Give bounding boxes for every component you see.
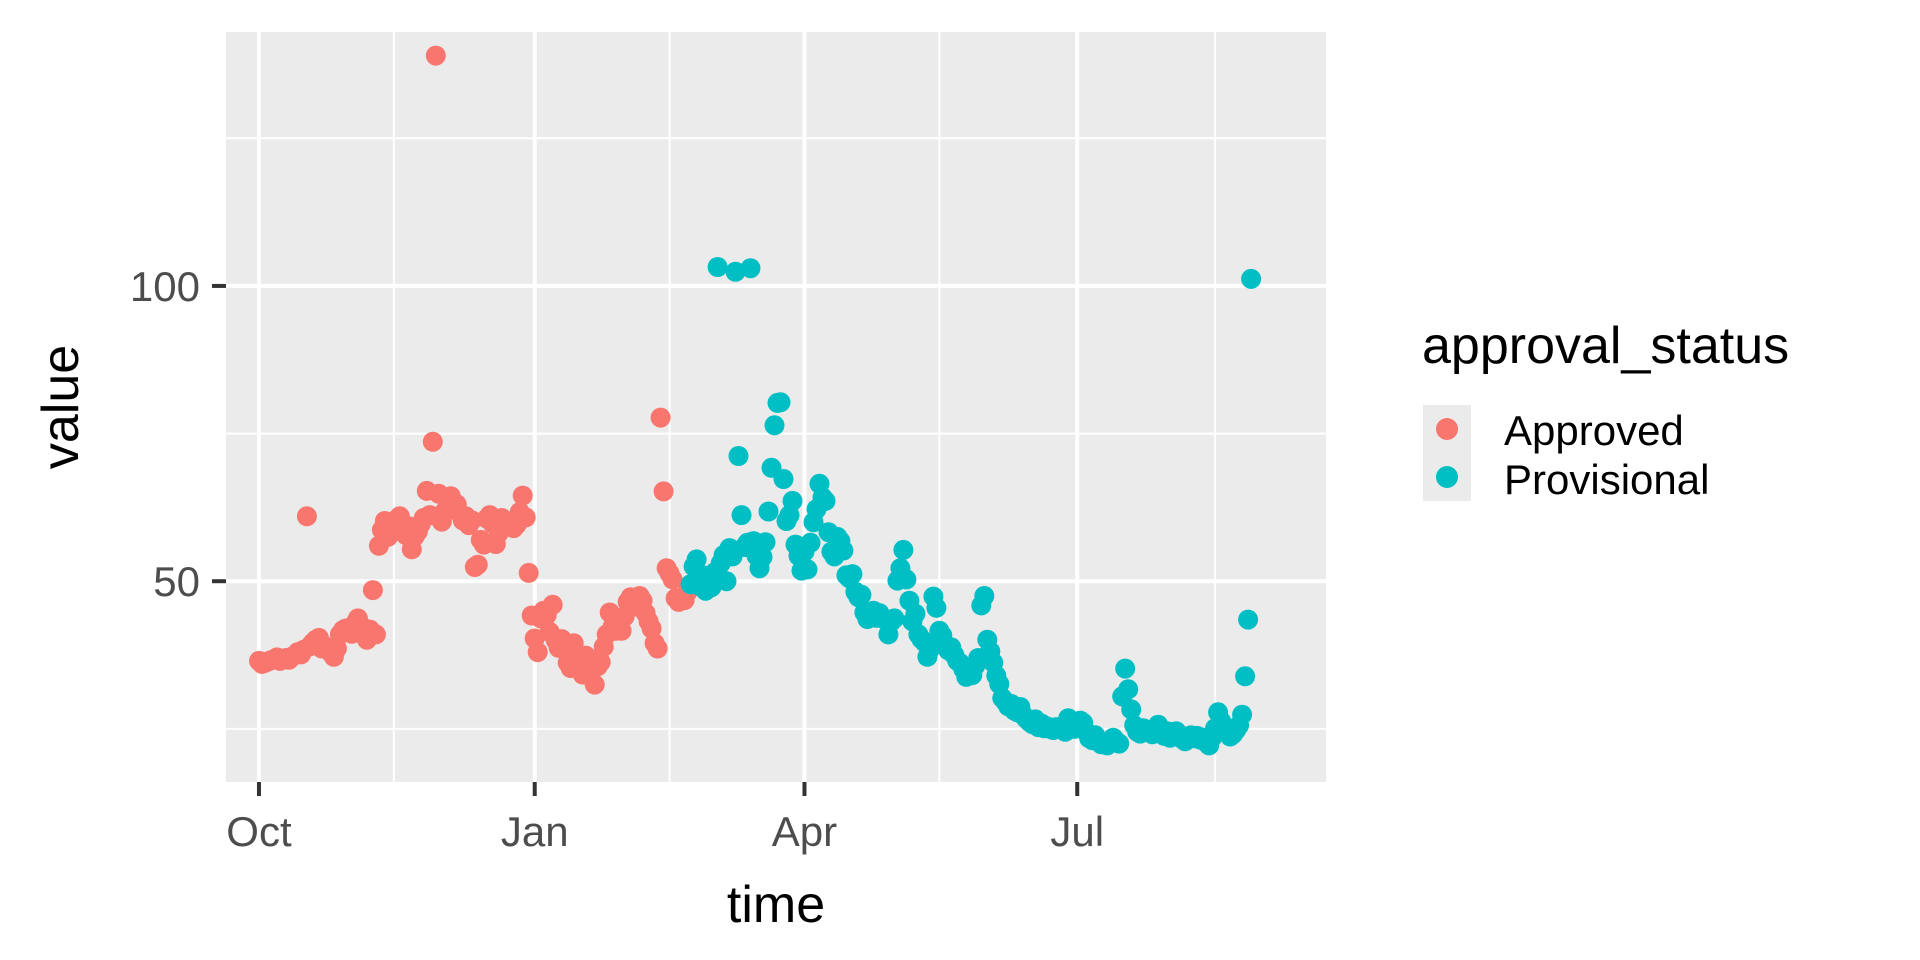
- point-provisional: [740, 258, 761, 279]
- point-provisional: [716, 571, 737, 592]
- point-provisional: [764, 415, 785, 436]
- x-tick-label: Jan: [501, 808, 569, 855]
- point-approved: [461, 510, 482, 531]
- point-provisional: [752, 547, 773, 567]
- point-provisional: [782, 490, 803, 511]
- point-provisional: [926, 597, 947, 618]
- x-tick-label: Jul: [1050, 808, 1104, 855]
- y-tick-label: 50: [153, 558, 200, 605]
- x-axis-title: time: [727, 876, 825, 934]
- point-approved: [563, 633, 584, 654]
- point-approved: [650, 407, 671, 428]
- legend-label-approved: Approved: [1504, 407, 1684, 454]
- point-provisional: [1121, 699, 1142, 720]
- legend-dot-provisional: [1436, 466, 1458, 488]
- legend-dot-approved: [1436, 418, 1458, 440]
- point-provisional: [896, 569, 917, 590]
- point-approved: [425, 45, 446, 66]
- point-approved: [542, 594, 563, 615]
- point-approved: [515, 507, 536, 528]
- point-provisional: [905, 603, 926, 624]
- point-approved: [362, 580, 383, 601]
- point-approved: [467, 554, 488, 575]
- x-tick-label: Oct: [226, 808, 292, 855]
- point-approved: [518, 562, 539, 583]
- point-provisional: [851, 584, 872, 605]
- point-approved: [296, 506, 317, 527]
- point-provisional: [1238, 609, 1259, 630]
- point-approved: [422, 431, 443, 452]
- x-tick-label: Apr: [772, 808, 837, 855]
- point-provisional: [893, 539, 914, 560]
- point-provisional: [884, 608, 905, 629]
- legend-label-provisional: Provisional: [1504, 456, 1709, 503]
- point-provisional: [1115, 658, 1136, 679]
- axis-ticks: [212, 283, 1080, 796]
- point-provisional: [773, 469, 794, 489]
- point-provisional: [707, 257, 728, 277]
- point-provisional: [800, 532, 821, 553]
- x-tick-labels: Oct Jan Apr Jul: [226, 808, 1104, 855]
- point-provisional: [974, 586, 995, 606]
- point-approved: [584, 674, 605, 695]
- point-approved: [527, 642, 548, 663]
- data-points: [249, 45, 1262, 756]
- point-approved: [590, 652, 611, 673]
- point-provisional: [833, 540, 854, 561]
- point-approved: [512, 485, 533, 506]
- point-approved: [662, 569, 683, 590]
- y-axis-title: value: [32, 345, 90, 469]
- point-approved: [365, 624, 386, 645]
- point-approved: [653, 481, 674, 502]
- point-provisional: [842, 564, 863, 585]
- point-provisional: [815, 490, 836, 511]
- point-provisional: [1118, 679, 1139, 700]
- point-provisional: [731, 505, 752, 526]
- point-provisional: [1235, 666, 1256, 687]
- point-provisional: [1241, 268, 1262, 289]
- point-provisional: [755, 532, 776, 553]
- point-provisional: [1232, 704, 1253, 725]
- legend-title: approval_status: [1422, 317, 1789, 375]
- point-provisional: [770, 392, 791, 413]
- point-approved: [647, 638, 668, 659]
- point-provisional: [686, 549, 707, 570]
- point-provisional: [728, 446, 749, 466]
- legend: approval_status Approved Provisional: [1422, 317, 1789, 503]
- y-tick-label: 100: [130, 263, 200, 310]
- y-tick-labels: 50 100: [130, 263, 200, 605]
- point-provisional: [758, 501, 779, 522]
- point-provisional: [725, 261, 746, 282]
- point-provisional: [1109, 733, 1130, 754]
- point-provisional: [797, 559, 818, 580]
